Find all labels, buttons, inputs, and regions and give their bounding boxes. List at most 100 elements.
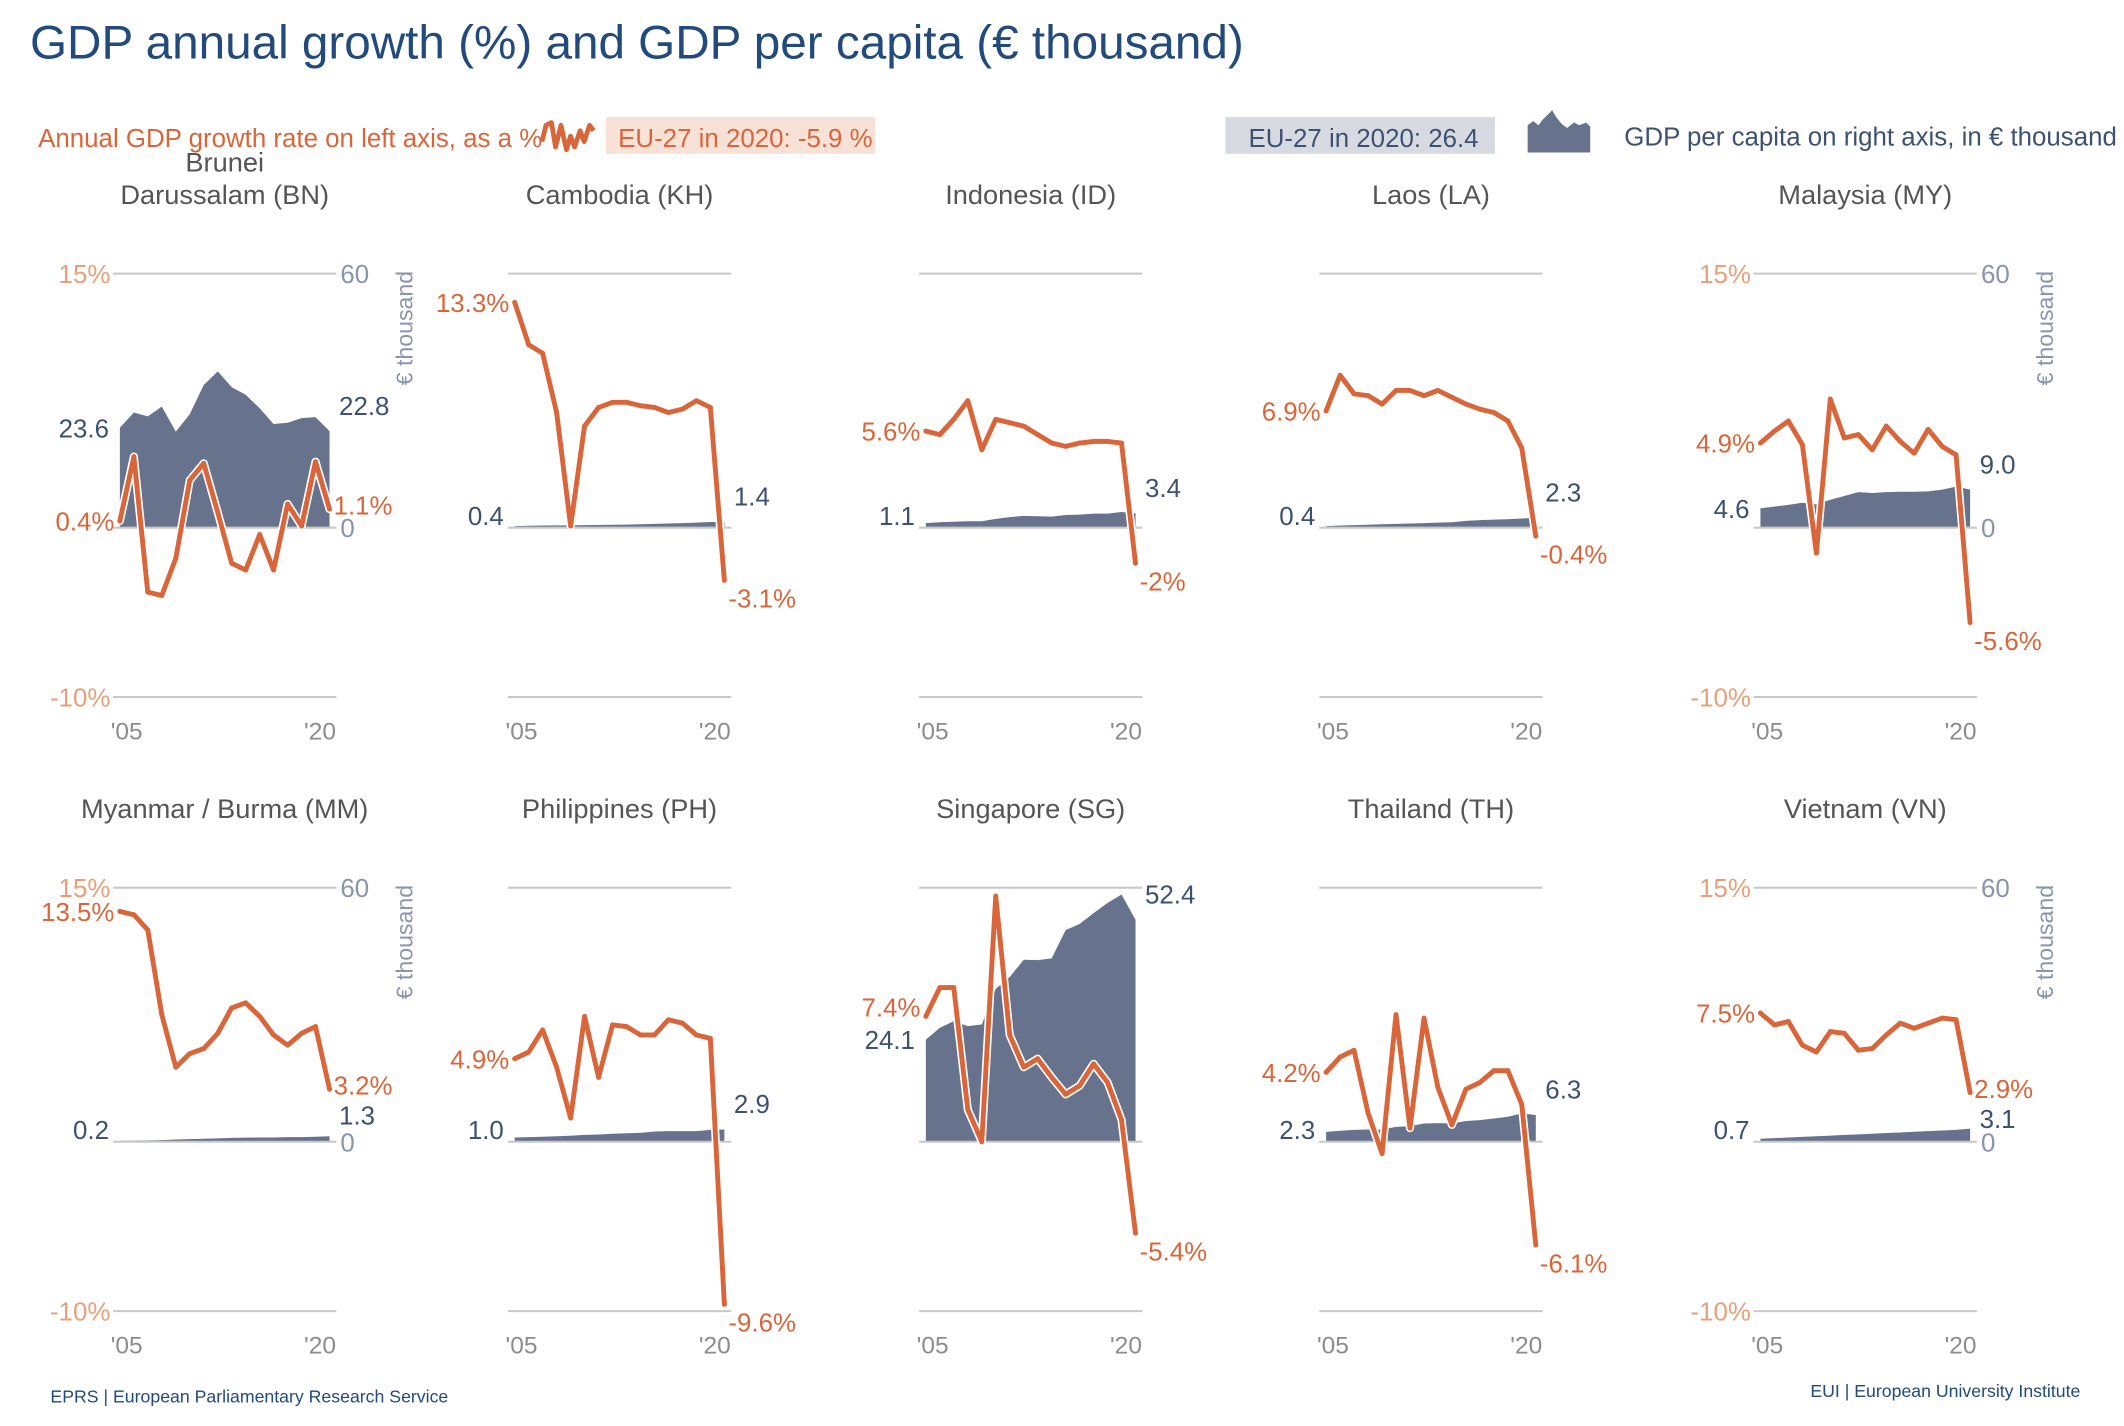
growth-point — [1925, 1020, 1931, 1026]
growth-point — [1813, 1049, 1819, 1055]
growth-point — [1351, 1047, 1357, 1053]
growth-line — [1323, 1012, 1539, 1248]
panel-laos-la-: Laos (LA) '05 '20 6.9% 0.4 -0.4% 2.3 — [1262, 179, 1608, 745]
growth-point — [1757, 1010, 1763, 1016]
growth-point — [1449, 394, 1455, 400]
growth-point — [540, 350, 546, 356]
growth-start-label: 7.4% — [861, 995, 920, 1023]
country-title: Laos (LA) — [1372, 179, 1490, 210]
growth-point — [1477, 406, 1483, 412]
growth-point — [1407, 388, 1413, 393]
legend: Annual GDP growth rate on left axis, as … — [38, 110, 2117, 154]
growth-point — [610, 399, 615, 405]
growth-point — [1855, 432, 1861, 438]
growth-point — [582, 423, 588, 429]
gdp-end-label: 3.1 — [1980, 1106, 2016, 1134]
growth-point — [117, 908, 123, 914]
growth-point — [1133, 1230, 1138, 1236]
right-axis-label: € thousand — [392, 271, 418, 385]
growth-line-halo — [921, 396, 1140, 568]
growth-point — [1421, 1015, 1427, 1021]
growth-point — [1841, 1030, 1847, 1036]
growth-point — [257, 532, 263, 537]
growth-point — [554, 410, 560, 415]
growth-point — [1063, 443, 1069, 449]
x-tick-start: '05 — [506, 718, 538, 745]
growth-line — [512, 1013, 727, 1307]
growth-point — [1393, 1012, 1399, 1018]
x-tick-end: '20 — [1510, 718, 1542, 745]
growth-point — [624, 1024, 629, 1030]
growth-point — [1063, 1091, 1069, 1097]
growth-point — [215, 1030, 221, 1036]
growth-point — [1533, 1242, 1539, 1248]
gdp-end-label: 2.3 — [1545, 480, 1581, 508]
growth-point — [721, 1301, 727, 1307]
x-tick-start: '05 — [1751, 1332, 1783, 1359]
growth-point — [1491, 1068, 1497, 1074]
growth-point — [1105, 438, 1111, 444]
growth-point — [1421, 393, 1427, 399]
growth-point — [1505, 418, 1511, 424]
growth-line — [1323, 372, 1539, 539]
growth-start-label: 6.9% — [1262, 398, 1321, 426]
gdp-per-capita-area — [119, 1136, 330, 1142]
growth-end-label: -9.6% — [728, 1310, 796, 1338]
growth-point — [243, 1000, 249, 1006]
growth-point — [1449, 1122, 1455, 1128]
growth-point — [1435, 1085, 1441, 1090]
legend-gdp-label: GDP per capita on right axis, in € thous… — [1624, 124, 2117, 152]
gdp-area-icon — [1527, 110, 1591, 153]
gdp-per-capita-area — [1760, 486, 1971, 528]
growth-point — [1519, 1102, 1525, 1107]
growth-point — [512, 299, 518, 305]
gdp-start-label: 0.7 — [1714, 1117, 1750, 1145]
growth-point — [1091, 438, 1097, 444]
right-axis-label: € thousand — [392, 885, 418, 999]
left-axis-tick-top: 15% — [1699, 261, 1751, 289]
gdp-per-capita-area — [1326, 1113, 1536, 1142]
country-title: Brunei — [185, 147, 264, 178]
growth-point — [693, 398, 699, 404]
gdp-per-capita-area — [514, 1129, 725, 1142]
growth-point — [1323, 408, 1329, 414]
growth-point — [1967, 620, 1973, 626]
right-axis-tick-top: 60 — [1981, 261, 2010, 289]
growth-start-label: 7.5% — [1696, 1001, 1755, 1029]
gdp-start-label: 1.0 — [468, 1117, 504, 1145]
gdp-start-label: 0.4 — [1279, 503, 1315, 531]
growth-point — [721, 577, 727, 583]
gdp-per-capita-area — [925, 512, 1136, 528]
growth-point — [638, 1032, 643, 1038]
growth-point — [937, 432, 943, 438]
gdp-per-capita-area — [119, 371, 330, 528]
growth-line-icon — [539, 120, 596, 153]
left-axis-tick-bottom: -10% — [1691, 1299, 1751, 1327]
country-title: Malaysia (MY) — [1778, 179, 1952, 210]
growth-point — [1337, 372, 1343, 378]
growth-point — [1379, 1151, 1385, 1157]
left-axis-tick-top: 15% — [59, 261, 111, 289]
growth-point — [965, 1107, 971, 1112]
growth-line — [117, 908, 332, 1092]
right-axis-tick-zero: 0 — [340, 515, 354, 543]
growth-point — [993, 416, 999, 422]
growth-point — [979, 447, 985, 453]
gdp-end-label: 1.3 — [339, 1103, 375, 1131]
growth-point — [582, 1013, 588, 1019]
growth-point — [1785, 418, 1791, 424]
gdp-end-label: 2.9 — [734, 1091, 770, 1119]
right-axis-tick-zero: 0 — [1981, 1129, 1995, 1157]
growth-point — [187, 1051, 193, 1057]
left-axis-tick-top: 15% — [59, 875, 111, 903]
growth-point — [596, 1074, 602, 1080]
growth-point — [624, 399, 629, 405]
growth-start-label: 4.9% — [450, 1046, 509, 1074]
growth-point — [526, 1049, 532, 1055]
country-title: Darussalam (BN) — [120, 179, 329, 210]
growth-point — [1771, 1022, 1777, 1028]
right-axis-tick-top: 60 — [340, 875, 369, 903]
growth-point — [526, 342, 532, 348]
country-title: Philippines (PH) — [522, 793, 717, 824]
